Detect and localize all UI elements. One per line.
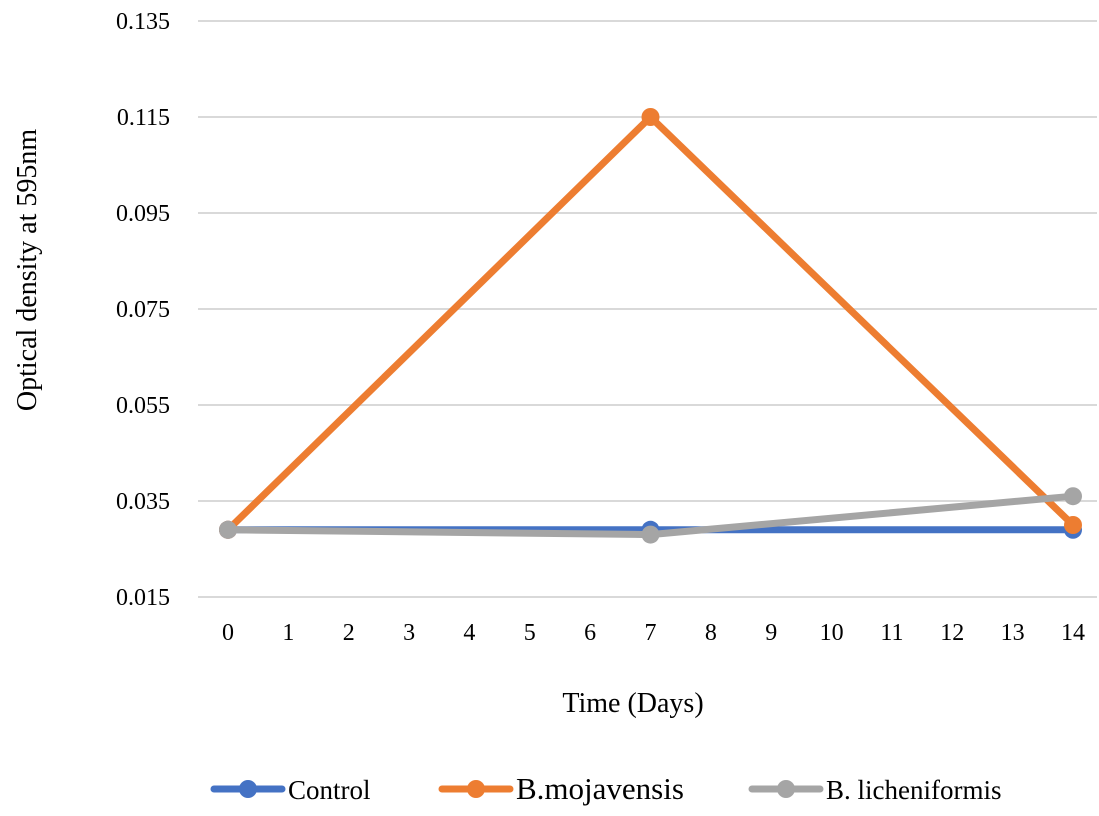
legend-label-b-licheniformis: B. licheniformis	[826, 775, 1001, 805]
x-tick-label: 10	[820, 620, 844, 646]
legend-marker-b-licheniformis	[777, 780, 795, 798]
series-line-b-mojavensis	[224, 113, 1077, 534]
y-tick-label: 0.055	[116, 393, 170, 419]
legend-label-control: Control	[288, 775, 371, 805]
y-tick-label: 0.035	[116, 489, 170, 515]
data-point-b-licheniformis	[641, 525, 660, 544]
y-tick-label: 0.115	[117, 105, 170, 131]
x-tick-label: 14	[1061, 620, 1085, 646]
y-tick-label: 0.015	[116, 585, 170, 611]
x-tick-label: 1	[282, 620, 294, 646]
legend: Control B.mojavensis B. licheniformis	[210, 771, 1001, 806]
x-tick-label: 3	[403, 620, 415, 646]
x-tick-label: 0	[222, 620, 234, 646]
y-tick-label: 0.075	[116, 297, 170, 323]
x-tick-label: 5	[524, 620, 536, 646]
x-tick-label: 12	[940, 620, 964, 646]
data-point-b-licheniformis	[1064, 487, 1082, 506]
x-axis-title: Time (Days)	[562, 688, 703, 719]
x-tick-label: 6	[584, 620, 596, 646]
legend-label-b-mojavensis: B.mojavensis	[516, 771, 684, 806]
x-axis-ticks: 0 1 2 3 4 5 6 7 8 9 10 11 12 13 14	[222, 620, 1085, 646]
data-point-b-mojavensis	[1064, 516, 1082, 534]
data-point-b-licheniformis	[219, 520, 237, 539]
x-tick-label: 4	[463, 620, 475, 646]
x-tick-label: 8	[705, 620, 717, 646]
x-tick-label: 7	[645, 620, 657, 646]
x-tick-label: 9	[765, 620, 777, 646]
legend-marker-b-mojavensis	[467, 780, 485, 798]
legend-marker-control	[239, 780, 257, 798]
data-point-b-mojavensis	[641, 108, 660, 126]
gridlines	[198, 20, 1097, 598]
series-lines	[219, 108, 1082, 544]
y-tick-label: 0.135	[116, 9, 170, 35]
x-tick-label: 13	[1001, 620, 1025, 646]
y-axis-title: Optical density at 595nm	[12, 129, 43, 412]
x-tick-label: 11	[880, 620, 903, 646]
y-axis-ticks: 0.015 0.035 0.055 0.075 0.095 0.115 0.135	[116, 9, 170, 611]
x-tick-label: 2	[343, 620, 355, 646]
y-tick-label: 0.095	[116, 201, 170, 227]
